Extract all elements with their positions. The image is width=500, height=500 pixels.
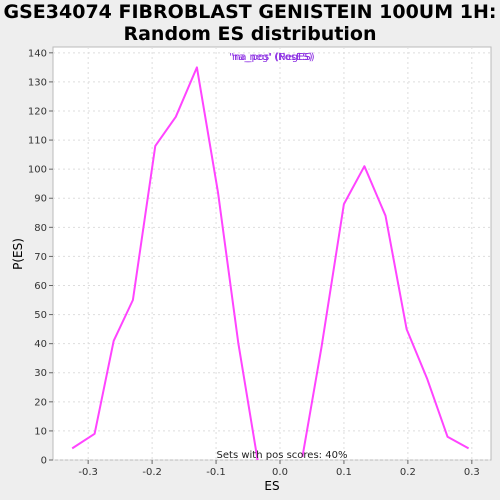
y-tick-label: 90 — [34, 194, 47, 205]
series-line-pos — [301, 165, 470, 458]
y-tick-label: 60 — [34, 281, 47, 292]
grid-layer — [53, 47, 491, 461]
x-tick-label: 0.1 — [336, 467, 352, 478]
x-axis-label: ES — [264, 479, 279, 493]
series-line-neg — [71, 66, 259, 461]
y-tick-label: 140 — [28, 48, 47, 59]
x-tick-label: 0.2 — [400, 467, 416, 478]
y-tick-label: 70 — [34, 252, 47, 263]
y-tick-label: 20 — [34, 397, 47, 408]
chart-title: GSE34074 FIBROBLAST GENISTEIN 100UM 1H: … — [0, 1, 500, 45]
y-tick-label: 130 — [28, 77, 47, 88]
y-tick-label: 10 — [34, 426, 47, 437]
legend-neg: 'na_neg' (NegES) — [229, 52, 315, 63]
legend-pos: 'na_pos' (PosES) — [231, 52, 312, 63]
pos-score-annotation: Sets with pos scores: 40% — [217, 450, 348, 461]
y-tick-label: 80 — [34, 223, 47, 234]
series-layer — [71, 66, 470, 461]
y-axis-label: P(ES) — [11, 238, 25, 270]
y-tick-label: 40 — [34, 339, 47, 350]
y-tick-label: 120 — [28, 106, 47, 117]
x-tick-label: -0.2 — [142, 467, 162, 478]
y-tick-label: 0 — [41, 456, 47, 467]
y-tick-label: 110 — [28, 136, 47, 147]
chart-title-line-2: Random ES distribution — [123, 23, 377, 45]
x-tick-label: -0.1 — [206, 467, 226, 478]
y-tick-label: 30 — [34, 368, 47, 379]
y-tick-label: 50 — [34, 310, 47, 321]
x-tick-label: -0.3 — [78, 467, 98, 478]
chart-title-line-1: GSE34074 FIBROBLAST GENISTEIN 100UM 1H: — [3, 1, 497, 23]
x-tick-label: 0.3 — [464, 467, 480, 478]
y-tick-label: 100 — [28, 165, 47, 176]
x-tick-label: 0.0 — [272, 467, 288, 478]
axis-layer: 0 10 20 30 40 50 60 70 80 90 100 110 120 130 140 -0.3 -0… — [28, 48, 480, 478]
plot-area — [52, 46, 492, 461]
